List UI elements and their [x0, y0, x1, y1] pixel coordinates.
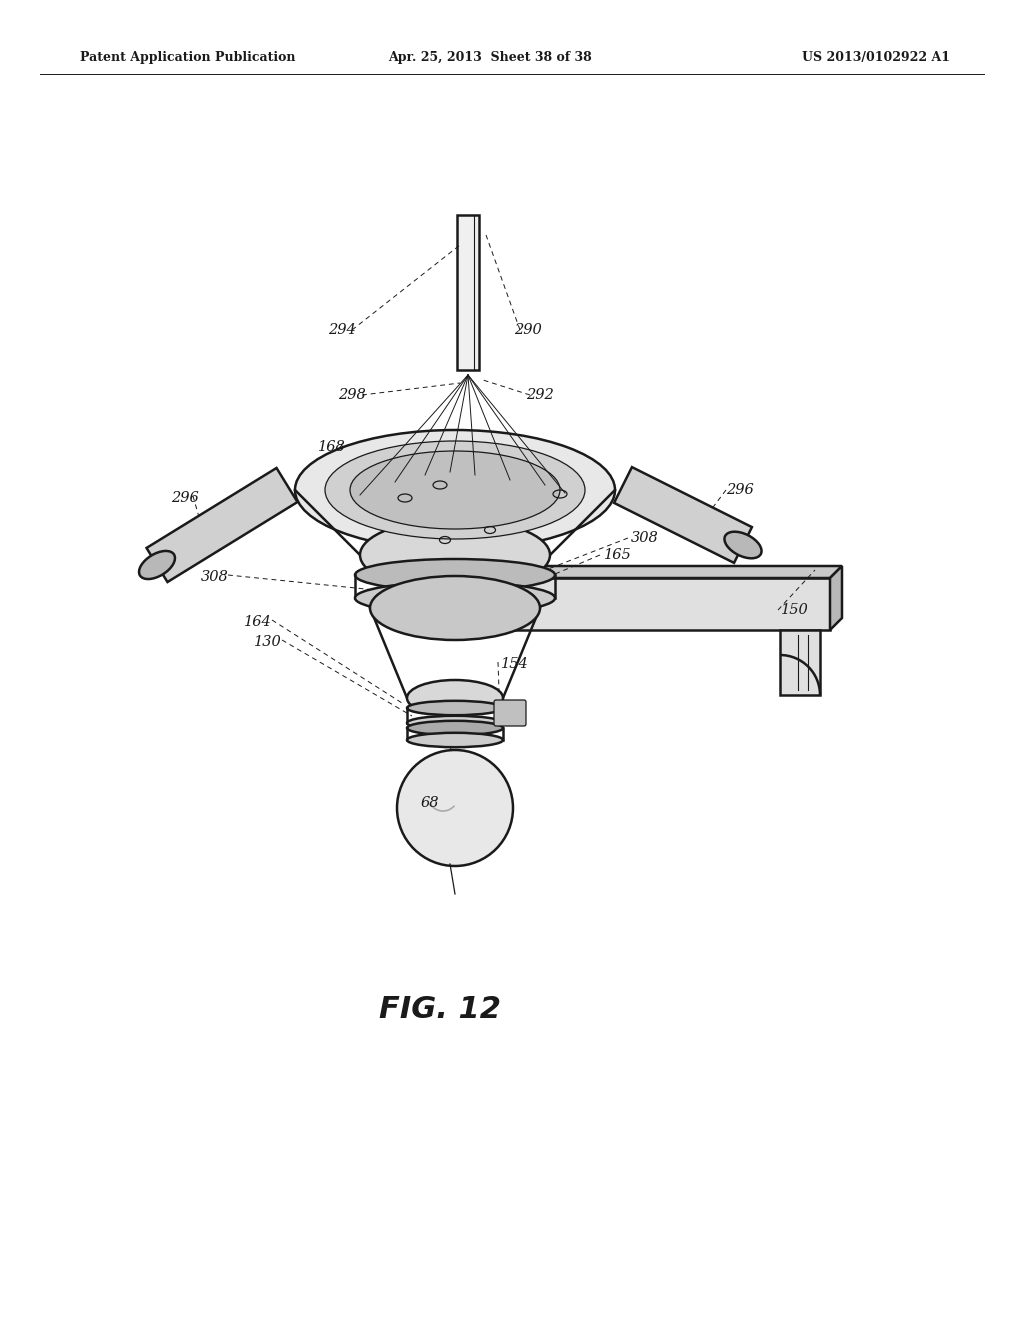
Ellipse shape: [360, 519, 550, 591]
Text: 308: 308: [631, 531, 658, 545]
Polygon shape: [500, 566, 842, 578]
Ellipse shape: [407, 721, 503, 735]
Ellipse shape: [375, 583, 535, 612]
Text: Patent Application Publication: Patent Application Publication: [80, 51, 296, 65]
Text: FIG. 12: FIG. 12: [379, 995, 501, 1024]
Text: 308: 308: [201, 570, 229, 583]
Text: 298: 298: [338, 388, 366, 403]
Polygon shape: [780, 630, 820, 696]
Text: 296: 296: [726, 483, 754, 498]
Polygon shape: [146, 469, 298, 582]
Ellipse shape: [325, 441, 585, 539]
Text: 130: 130: [254, 635, 282, 649]
Ellipse shape: [139, 550, 175, 579]
Ellipse shape: [355, 558, 555, 591]
Text: 164: 164: [244, 615, 272, 630]
Ellipse shape: [370, 576, 540, 640]
Ellipse shape: [350, 451, 560, 529]
Ellipse shape: [407, 715, 503, 730]
Text: 154: 154: [501, 657, 528, 671]
FancyBboxPatch shape: [494, 700, 526, 726]
Polygon shape: [830, 566, 842, 630]
Text: 165: 165: [604, 548, 632, 562]
Ellipse shape: [407, 680, 503, 715]
Polygon shape: [457, 215, 479, 370]
Ellipse shape: [407, 701, 503, 715]
Polygon shape: [614, 467, 752, 562]
Ellipse shape: [724, 532, 762, 558]
Text: 296: 296: [171, 491, 199, 506]
Text: 292: 292: [526, 388, 554, 403]
Text: 168: 168: [318, 440, 346, 454]
Ellipse shape: [397, 750, 513, 866]
Text: 290: 290: [514, 323, 542, 337]
Text: 68: 68: [421, 796, 439, 810]
Text: 150: 150: [781, 603, 809, 616]
Ellipse shape: [407, 733, 503, 747]
Text: Apr. 25, 2013  Sheet 38 of 38: Apr. 25, 2013 Sheet 38 of 38: [388, 51, 592, 65]
Ellipse shape: [355, 582, 555, 614]
Ellipse shape: [295, 430, 615, 550]
Text: 294: 294: [328, 323, 356, 337]
Polygon shape: [500, 578, 830, 630]
Text: US 2013/0102922 A1: US 2013/0102922 A1: [802, 51, 950, 65]
